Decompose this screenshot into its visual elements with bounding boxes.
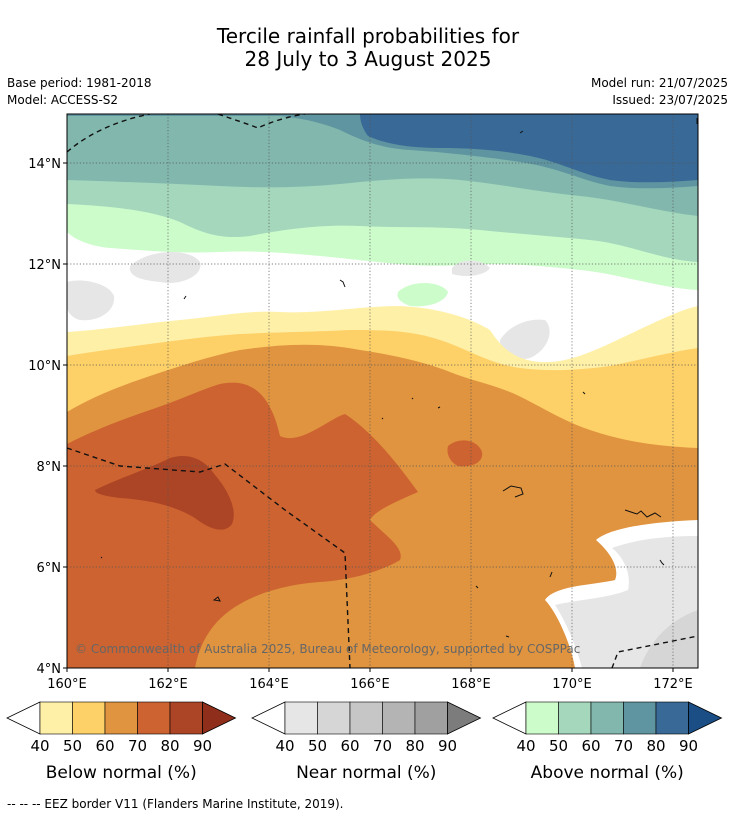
lat-label: 6°N [37,561,62,576]
lon-label: 170°E [552,677,592,692]
lon-label: 166°E [350,677,390,692]
legend-tick-label: 40 [275,737,294,755]
lat-label: 10°N [28,359,61,374]
islands [100,118,698,638]
title-line-2: 28 July to 3 August 2025 [244,47,492,71]
above-normal-small-patch [397,283,448,307]
legend-tick-label: 70 [373,737,392,755]
legend-tick-label: 60 [581,737,600,755]
copyright-notice: © Commonwealth of Australia 2025, Bureau… [75,642,580,656]
legend-tick-label: 80 [646,737,665,755]
map-frame [66,113,699,669]
legend-swatch [137,701,171,735]
lon-label: 164°E [249,677,289,692]
legend-tick-label: 40 [516,737,535,755]
gridlines [67,114,698,668]
above-normal-80-band [360,114,698,183]
probability-fields: © Commonwealth of Australia 2025, Bureau… [67,114,698,668]
legend-min-arrow [6,701,41,735]
near-normal-patch-central [129,251,201,283]
eez-borders [67,114,698,668]
base-period: Base period: 1981-2018 [7,76,152,90]
legend-tick-label: 70 [128,737,147,755]
legend-swatch [525,701,559,735]
lat-label: 8°N [37,460,62,475]
lat-label: 12°N [28,258,61,273]
legend-max-arrow [447,701,482,735]
below-normal-legend: 40 50 60 70 80 90 Below normal (%) [6,701,237,783]
legend-tick-label: 90 [193,737,212,755]
legend-swatch [72,701,106,735]
legend-tick-label: 50 [549,737,568,755]
issued-date: Issued: 23/07/2025 [612,93,728,107]
legend-swatch [317,701,351,735]
legend-tick-label: 50 [308,737,327,755]
legend-tick-label: 60 [95,737,114,755]
lon-label: 172°E [653,677,693,692]
legend-tick-label: 60 [340,737,359,755]
near-normal-patch-west [67,280,115,321]
legend-max-arrow [202,701,237,735]
legend-swatch [414,701,448,735]
legend-swatch [590,701,624,735]
lon-label: 162°E [148,677,188,692]
model-run: Model run: 21/07/2025 [590,76,728,90]
near-normal-50-corner [640,610,698,668]
legend-swatch [39,701,73,735]
lon-label: 168°E [451,677,491,692]
below-normal-80-patch-east [447,440,483,467]
legend-min-arrow [492,701,527,735]
legend-title: Below normal (%) [46,763,197,783]
legend-swatch [623,701,657,735]
legend-max-arrow [688,701,723,735]
legend-title: Above normal (%) [531,763,684,783]
model-name: Model: ACCESS-S2 [7,93,119,107]
legend-min-arrow [251,701,286,735]
lon-ticks [66,668,674,672]
legend-title: Near normal (%) [296,763,436,783]
near-normal-patch-mid [500,319,550,360]
below-normal-70-band [67,382,418,668]
legend-tick-label: 40 [30,737,49,755]
below-normal-80-band [95,455,234,530]
lat-ticks [63,162,67,669]
legend-tick-label: 90 [438,737,457,755]
lat-label: 14°N [28,157,61,172]
legend-swatch [349,701,383,735]
title-line-1: Tercile rainfall probabilities for [216,24,520,48]
legend-tick-label: 70 [614,737,633,755]
legend-swatch [169,701,203,735]
legend-tick-label: 90 [679,737,698,755]
legend-tick-label: 80 [405,737,424,755]
legend-swatch [558,701,592,735]
lat-label: 4°N [37,662,62,677]
lon-label: 160°E [47,677,87,692]
above-normal-legend: 40 50 60 70 80 90 Above normal (%) [492,701,723,783]
legend-swatch [104,701,138,735]
latitude-labels: 4°N 6°N 8°N 10°N 12°N 14°N [28,157,61,677]
legend-tick-label: 50 [63,737,82,755]
longitude-labels: 160°E 162°E 164°E 166°E 168°E 170°E 172°… [47,677,693,692]
legend-tick-label: 80 [160,737,179,755]
eez-border-note: -- -- -- EEZ border V11 (Flanders Marine… [7,797,344,811]
legend-swatch [382,701,416,735]
legend-swatch [284,701,318,735]
legends: 40 50 60 70 80 90 Below normal (%) 40 50 60 70 80 90… [6,701,723,783]
legend-swatch [655,701,689,735]
